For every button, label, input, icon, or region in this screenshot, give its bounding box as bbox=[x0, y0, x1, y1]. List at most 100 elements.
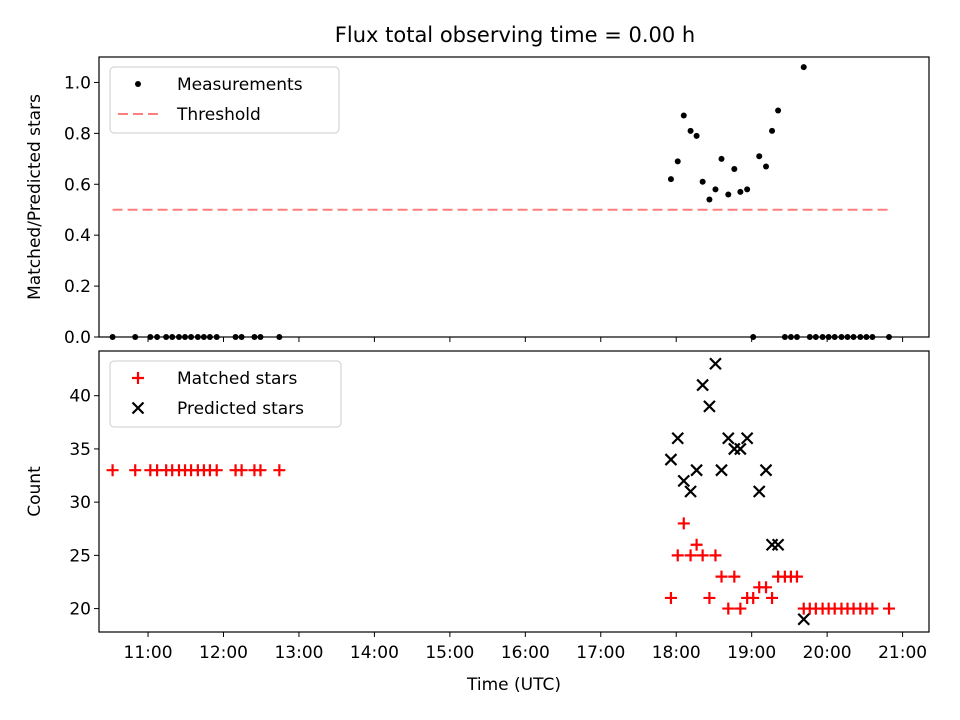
data-point bbox=[866, 602, 879, 615]
data-point bbox=[690, 538, 703, 551]
y-axis-label: Matched/Predicted stars bbox=[25, 94, 45, 300]
data-point bbox=[696, 378, 709, 392]
data-point bbox=[671, 432, 685, 445]
y-tick-label: 0.6 bbox=[64, 175, 91, 195]
axes-frame bbox=[98, 350, 930, 633]
data-point bbox=[760, 581, 773, 594]
legend-box bbox=[109, 360, 342, 428]
legend-x-marker bbox=[131, 401, 145, 415]
legend-label: Matched stars bbox=[177, 369, 297, 389]
data-point bbox=[734, 442, 747, 456]
data-point bbox=[747, 591, 760, 604]
data-point bbox=[712, 186, 719, 193]
data-point bbox=[775, 107, 782, 114]
x-tick-label: 11:00 bbox=[124, 643, 173, 663]
data-point bbox=[671, 549, 684, 562]
data-point bbox=[677, 474, 691, 488]
data-point bbox=[763, 163, 770, 170]
chart-title: Flux total observing time = 0.00 h bbox=[335, 23, 695, 47]
data-point bbox=[883, 602, 896, 615]
data-point bbox=[703, 591, 716, 604]
data-point bbox=[744, 186, 751, 193]
data-point bbox=[752, 485, 766, 498]
data-point bbox=[797, 612, 811, 626]
y-tick-label: 35 bbox=[69, 440, 91, 460]
legend-label: Predicted stars bbox=[177, 399, 304, 419]
data-point bbox=[684, 549, 697, 562]
data-point bbox=[800, 64, 807, 71]
data-point bbox=[677, 517, 690, 530]
x-tick-label: 14:00 bbox=[350, 643, 399, 663]
data-point bbox=[722, 432, 735, 445]
data-point bbox=[709, 549, 722, 562]
y-axis-label: Count bbox=[25, 466, 45, 517]
data-point bbox=[766, 591, 779, 604]
data-point bbox=[667, 176, 674, 183]
data-point bbox=[731, 166, 738, 172]
data-point bbox=[756, 153, 763, 160]
y-tick-label: 0.0 bbox=[64, 328, 91, 348]
y-tick-label: 30 bbox=[69, 493, 91, 513]
x-axis-label: Time (UTC) bbox=[466, 675, 561, 695]
series-predicted-stars bbox=[664, 357, 811, 626]
data-point bbox=[674, 158, 681, 165]
data-point bbox=[703, 400, 716, 413]
data-point bbox=[696, 549, 709, 562]
data-point bbox=[725, 191, 732, 198]
x-tick-label: 19:00 bbox=[727, 643, 776, 663]
y-tick-label: 0.2 bbox=[64, 277, 91, 297]
data-point bbox=[728, 442, 741, 456]
data-point bbox=[722, 602, 735, 615]
data-point bbox=[699, 178, 706, 185]
x-tick-label: 12:00 bbox=[199, 643, 248, 663]
legend-dot-marker bbox=[135, 81, 141, 87]
x-tick-label: 15:00 bbox=[425, 643, 474, 663]
bottom-panel: 20 25 30 35 40 11:00 12:00 13:00 14:00 15:00 16:00… bbox=[25, 350, 930, 695]
data-point bbox=[715, 463, 728, 477]
data-point bbox=[210, 464, 223, 477]
legend: Matched stars Predicted stars bbox=[109, 360, 342, 428]
legend-label: Threshold bbox=[176, 105, 261, 125]
data-point bbox=[740, 432, 754, 445]
data-point bbox=[693, 132, 700, 139]
data-point bbox=[728, 570, 741, 583]
data-point bbox=[706, 196, 713, 203]
data-point bbox=[734, 602, 747, 615]
data-point bbox=[769, 127, 776, 134]
top-panel: 0.0 0.2 0.4 0.6 0.8 1.0 Matched/Predicted star… bbox=[25, 56, 930, 348]
data-point bbox=[664, 453, 678, 466]
y-tick-label: 0.4 bbox=[64, 226, 91, 246]
data-point bbox=[235, 464, 248, 477]
y-tick-label: 20 bbox=[69, 600, 91, 620]
data-point bbox=[129, 464, 142, 477]
legend-label: Measurements bbox=[177, 75, 303, 95]
data-point bbox=[718, 155, 725, 162]
data-point bbox=[106, 464, 119, 477]
data-point bbox=[273, 464, 286, 477]
data-point bbox=[709, 357, 722, 371]
y-tick-label: 1.0 bbox=[64, 73, 91, 93]
data-point bbox=[790, 570, 803, 583]
data-point bbox=[687, 127, 694, 134]
x-tick-label: 13:00 bbox=[274, 643, 323, 663]
data-point bbox=[664, 591, 677, 604]
data-point bbox=[765, 538, 779, 551]
legend-box bbox=[109, 66, 340, 134]
axes-frame bbox=[98, 56, 930, 338]
data-point bbox=[715, 570, 728, 583]
x-tick-label: 17:00 bbox=[576, 643, 625, 663]
x-tick-label: 20:00 bbox=[803, 643, 852, 663]
data-point bbox=[254, 464, 267, 477]
y-tick-label: 40 bbox=[69, 387, 91, 407]
x-tick-label: 16:00 bbox=[501, 643, 550, 663]
data-point bbox=[684, 485, 697, 498]
data-point bbox=[680, 112, 687, 119]
data-point bbox=[690, 463, 703, 477]
x-tick-label: 21:00 bbox=[878, 643, 927, 663]
data-point bbox=[771, 538, 785, 551]
data-point bbox=[759, 463, 773, 477]
y-tick-label: 0.8 bbox=[64, 124, 91, 144]
legend: Measurements Threshold bbox=[109, 66, 340, 134]
x-tick-label: 18:00 bbox=[652, 643, 701, 663]
